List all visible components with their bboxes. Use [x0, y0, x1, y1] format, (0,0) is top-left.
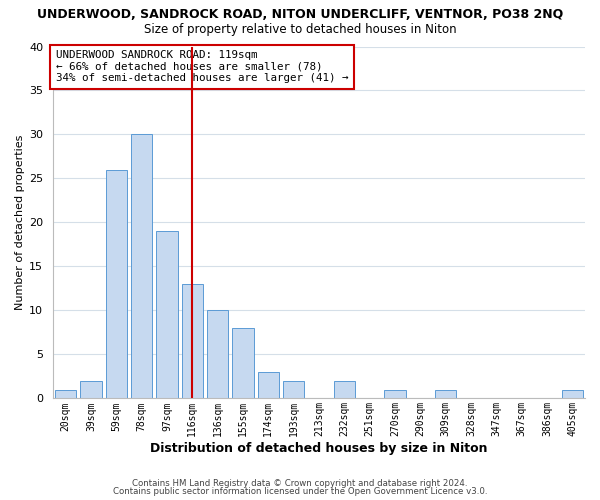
- Text: UNDERWOOD, SANDROCK ROAD, NITON UNDERCLIFF, VENTNOR, PO38 2NQ: UNDERWOOD, SANDROCK ROAD, NITON UNDERCLI…: [37, 8, 563, 20]
- Y-axis label: Number of detached properties: Number of detached properties: [15, 135, 25, 310]
- Bar: [106, 170, 127, 398]
- Bar: [283, 381, 304, 398]
- Bar: [156, 232, 178, 398]
- X-axis label: Distribution of detached houses by size in Niton: Distribution of detached houses by size …: [150, 442, 488, 455]
- Text: UNDERWOOD SANDROCK ROAD: 119sqm
← 66% of detached houses are smaller (78)
34% of: UNDERWOOD SANDROCK ROAD: 119sqm ← 66% of…: [56, 50, 348, 83]
- Text: Size of property relative to detached houses in Niton: Size of property relative to detached ho…: [143, 22, 457, 36]
- Text: Contains HM Land Registry data © Crown copyright and database right 2024.: Contains HM Land Registry data © Crown c…: [132, 478, 468, 488]
- Bar: [384, 390, 406, 398]
- Bar: [182, 284, 203, 399]
- Bar: [232, 328, 254, 398]
- Bar: [562, 390, 583, 398]
- Bar: [207, 310, 229, 398]
- Bar: [334, 381, 355, 398]
- Bar: [80, 381, 102, 398]
- Bar: [55, 390, 76, 398]
- Bar: [257, 372, 279, 398]
- Bar: [435, 390, 457, 398]
- Text: Contains public sector information licensed under the Open Government Licence v3: Contains public sector information licen…: [113, 487, 487, 496]
- Bar: [131, 134, 152, 398]
